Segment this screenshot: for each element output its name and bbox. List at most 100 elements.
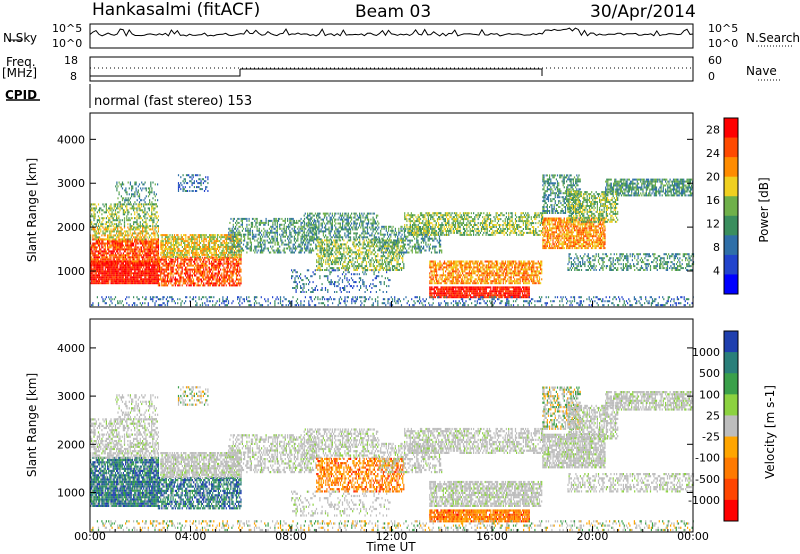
power-cell bbox=[110, 221, 112, 224]
power-cell bbox=[93, 256, 95, 259]
power-cell bbox=[362, 222, 364, 225]
power-cell bbox=[99, 242, 101, 245]
power-cell bbox=[268, 233, 271, 236]
power-cell bbox=[239, 262, 241, 265]
power-cell bbox=[154, 256, 156, 259]
power-cell bbox=[159, 266, 161, 269]
power-cell bbox=[144, 213, 146, 216]
power-cell bbox=[145, 266, 147, 269]
power-cell bbox=[299, 243, 301, 246]
power-cell bbox=[127, 264, 129, 267]
power-cell bbox=[154, 274, 156, 277]
power-cell bbox=[146, 248, 148, 251]
power-cell bbox=[325, 224, 327, 227]
power-cell bbox=[109, 209, 111, 212]
power-cell bbox=[246, 219, 248, 222]
power-cell bbox=[102, 217, 104, 220]
power-cell bbox=[131, 264, 133, 267]
power-cell bbox=[353, 263, 355, 266]
power-cell bbox=[231, 260, 233, 263]
power-cell bbox=[241, 225, 243, 228]
power-cell bbox=[281, 233, 283, 236]
power-cell bbox=[143, 260, 145, 263]
power-cell bbox=[109, 264, 111, 267]
power-cell bbox=[366, 212, 369, 215]
power-cell bbox=[114, 276, 117, 279]
power-cell bbox=[148, 236, 150, 239]
power-cell bbox=[153, 191, 155, 194]
power-cell bbox=[231, 247, 233, 250]
power-cell bbox=[177, 238, 179, 241]
power-cell bbox=[107, 209, 109, 212]
power-cell bbox=[200, 258, 202, 261]
power-cell bbox=[109, 205, 111, 208]
power-cell bbox=[128, 282, 130, 285]
power-cell bbox=[297, 245, 299, 248]
power-cell bbox=[314, 226, 317, 229]
power-cell bbox=[346, 214, 348, 217]
power-cell bbox=[99, 282, 101, 285]
power-cell bbox=[208, 278, 210, 281]
power-cell bbox=[145, 268, 147, 271]
power-cell bbox=[119, 282, 121, 285]
power-cell bbox=[133, 280, 135, 283]
power-cell bbox=[259, 221, 261, 224]
power-cell bbox=[281, 241, 283, 244]
power-cell bbox=[261, 229, 263, 232]
power-cell bbox=[134, 266, 136, 269]
power-cell bbox=[349, 214, 352, 217]
power-cell bbox=[126, 266, 128, 269]
power-cell bbox=[124, 201, 126, 204]
power-cell bbox=[214, 272, 216, 275]
power-cell bbox=[294, 247, 297, 250]
power-cell bbox=[108, 250, 110, 253]
power-cell bbox=[171, 238, 173, 241]
power-cell bbox=[135, 252, 137, 255]
power-cell bbox=[346, 216, 348, 219]
power-cell bbox=[128, 246, 130, 249]
power-cell bbox=[220, 234, 222, 237]
power-cell bbox=[170, 276, 172, 279]
power-cell bbox=[140, 250, 143, 253]
power-cell bbox=[131, 185, 133, 188]
power-cell bbox=[309, 223, 311, 226]
power-cell bbox=[123, 260, 126, 263]
power-cell bbox=[217, 272, 219, 275]
power-cell bbox=[317, 236, 319, 239]
power-cell bbox=[108, 258, 110, 261]
power-cell bbox=[94, 248, 96, 251]
power-cell bbox=[125, 205, 127, 208]
power-cell bbox=[139, 280, 141, 283]
power-cell bbox=[308, 218, 310, 221]
power-cell bbox=[335, 245, 337, 248]
power-cell bbox=[139, 264, 141, 267]
power-cell bbox=[223, 260, 225, 263]
power-cell bbox=[97, 238, 100, 241]
power-cell bbox=[346, 230, 348, 233]
power-cell bbox=[109, 250, 111, 253]
power-cell bbox=[220, 258, 222, 261]
power-cell bbox=[237, 221, 239, 224]
power-cell bbox=[328, 247, 330, 250]
power-cell bbox=[180, 262, 182, 265]
power-cell bbox=[110, 244, 112, 247]
power-cell bbox=[144, 268, 146, 271]
power-cell bbox=[137, 205, 139, 208]
power-cell bbox=[310, 243, 312, 246]
power-cell bbox=[170, 262, 172, 265]
power-cell bbox=[225, 260, 227, 263]
power-cell bbox=[290, 235, 292, 238]
power-cell bbox=[334, 251, 336, 254]
power-cell bbox=[108, 242, 110, 245]
power-cell bbox=[160, 234, 162, 237]
power-cell bbox=[107, 258, 109, 261]
power-cell bbox=[122, 252, 124, 255]
power-cell bbox=[316, 253, 318, 256]
power-cell bbox=[329, 230, 331, 233]
power-cell bbox=[107, 226, 109, 229]
power-cell bbox=[192, 278, 195, 281]
power-cell bbox=[168, 246, 170, 248]
power-cell bbox=[343, 265, 345, 268]
power-cell bbox=[111, 254, 113, 257]
power-cell bbox=[126, 252, 128, 255]
